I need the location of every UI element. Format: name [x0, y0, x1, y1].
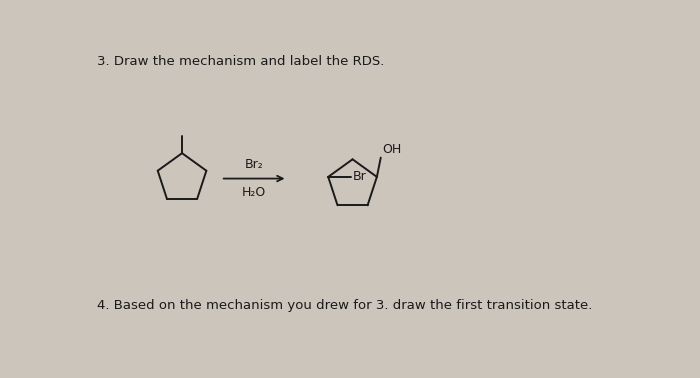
- Text: Br: Br: [352, 170, 366, 183]
- Text: 3. Draw the mechanism and label the RDS.: 3. Draw the mechanism and label the RDS.: [97, 55, 384, 68]
- Text: OH: OH: [382, 143, 402, 156]
- Text: Br₂: Br₂: [245, 158, 263, 171]
- Text: 4. Based on the mechanism you drew for 3. draw the first transition state.: 4. Based on the mechanism you drew for 3…: [97, 299, 592, 313]
- Text: H₂O: H₂O: [242, 186, 266, 199]
